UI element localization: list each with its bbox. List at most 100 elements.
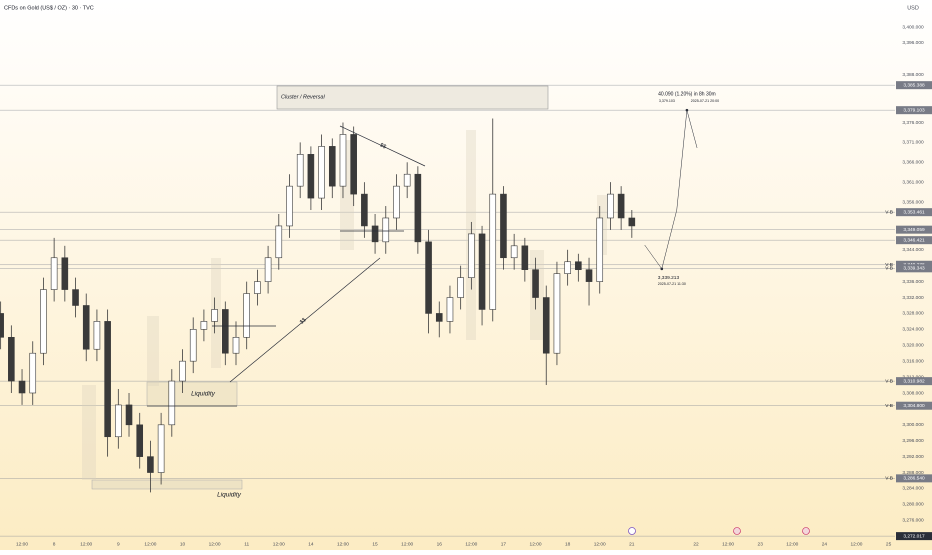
trend-label: $$ [379,142,387,150]
x-tick-label: 12:00 [144,541,156,547]
x-tick-label: 21 [629,541,635,547]
candle-body [542,297,550,354]
y-tick-label: 3,284.000 [902,486,924,492]
candle-body [521,245,529,270]
event-icon[interactable] [802,527,810,535]
x-tick-label: 12:00 [530,541,542,547]
x-tick-label: 24 [822,541,828,547]
price-label: 3,346.421 [903,237,925,243]
candle-body [361,193,368,227]
volume-profile-block [82,385,96,480]
candle-body [318,146,325,199]
currency-label: USD [907,5,919,11]
x-tick-label: 25 [886,541,892,547]
candle-body [371,225,379,243]
candle-body [157,424,165,473]
candle-body [82,305,90,350]
price-tag: V-B [885,262,893,268]
candle-body [286,185,293,227]
y-tick-label: 3,276.000 [902,518,924,524]
volume-profile-block [147,316,159,386]
x-tick-label: 16 [437,541,443,547]
x-tick-label: 23 [758,541,764,547]
projection-target-price: 3,379.103 [659,99,675,103]
x-tick-label: 10 [180,541,186,547]
x-tick-label: 18 [565,541,571,547]
candle-body [0,313,4,338]
price-label: 3,349.059 [903,227,925,233]
price-label-box [896,81,932,90]
y-tick-label: 3,292.000 [902,454,924,460]
candle-body [617,193,625,219]
price-label-box [896,264,932,273]
y-tick-label: 3,296.000 [902,438,924,444]
trend-label: $$ [299,317,308,326]
x-tick-label: 8 [53,541,56,547]
y-tick-label: 3,280.000 [902,502,924,508]
candle-body [468,233,475,278]
y-tick-label: 3,344.000 [902,247,924,253]
candle-body [393,185,400,219]
y-tick-label: 3,400.000 [902,24,924,30]
price-tag: V-B [885,476,893,482]
candle-body [328,146,336,187]
event-icon[interactable] [733,527,741,535]
x-tick-label: 15 [372,541,378,547]
candle-body [211,309,218,322]
y-tick-label: 3,371.000 [902,140,924,146]
y-tick-label: 3,320.000 [902,343,924,349]
liquidity-box [146,381,238,407]
candle-body [115,404,122,438]
price-tag: V-B [885,209,893,215]
x-tick-label: 12:00 [273,541,285,547]
projection-low-price: 3,339.213 [658,275,680,281]
y-tick-label: 3,288.000 [902,470,924,476]
chart-title: CFDs on Gold (US$ / OZ) · 30 · TVC [4,5,94,11]
price-label-box [896,377,932,386]
price-label: 3,385.388 [903,82,925,88]
x-tick-label: 17 [501,541,507,547]
price-label: 3,286.540 [903,476,925,482]
candle-body [296,154,304,187]
x-tick-label: 12:00 [594,541,606,547]
candle-body [596,217,604,282]
y-tick-label: 3,376.000 [902,120,924,126]
x-tick-label: 12:00 [722,541,734,547]
candle-body [136,424,144,457]
candle-body [489,193,497,310]
candle-body [478,233,486,310]
candle-body [50,257,58,290]
candle-body [425,241,432,314]
cluster-label: Cluster / Reversal [281,94,325,100]
price-label-box [896,401,932,410]
candle-body [575,261,582,270]
y-tick-label: 3,336.000 [902,279,924,285]
projection-low-time: 2025-07-21 11:30 [658,282,686,286]
candle-body [510,245,518,259]
candle-body [243,293,250,338]
x-tick-label: 14 [308,541,314,547]
projection-point [685,108,689,112]
candle-body [179,360,186,382]
candle-body [628,217,636,227]
candle-body [264,257,272,282]
trend-line [339,125,426,167]
y-tick-label: 3,356.000 [902,199,924,205]
x-tick-label: 12:00 [80,541,92,547]
candle-body [414,173,422,243]
y-tick-label: 3,361.000 [902,179,924,185]
price-label: 3,304.800 [903,403,925,409]
trend-line [229,257,381,383]
x-tick-label: 12:00 [465,541,477,547]
price-label: 3,379.103 [903,107,925,113]
candle-body [254,281,261,294]
candle-body [125,404,133,426]
x-tick-label: 12:00 [401,541,413,547]
liquidity-label: Liquidity [217,492,242,499]
candle-body [222,309,229,354]
price-label-box [896,532,932,541]
projection-path [644,110,698,270]
event-icon[interactable] [628,527,636,535]
candle-body [339,134,347,187]
